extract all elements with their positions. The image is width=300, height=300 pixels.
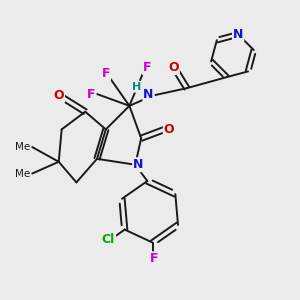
Text: N: N <box>143 88 154 100</box>
Text: O: O <box>168 61 179 74</box>
Text: Me: Me <box>15 169 30 178</box>
Text: N: N <box>233 28 243 41</box>
Text: F: F <box>143 61 151 74</box>
Text: F: F <box>102 67 110 80</box>
Text: F: F <box>150 252 158 265</box>
Text: Me: Me <box>15 142 30 152</box>
Text: O: O <box>164 123 175 136</box>
Text: H: H <box>132 82 141 92</box>
Text: O: O <box>53 89 64 102</box>
Text: F: F <box>87 88 95 100</box>
Text: Cl: Cl <box>102 233 115 246</box>
Text: N: N <box>133 158 143 171</box>
